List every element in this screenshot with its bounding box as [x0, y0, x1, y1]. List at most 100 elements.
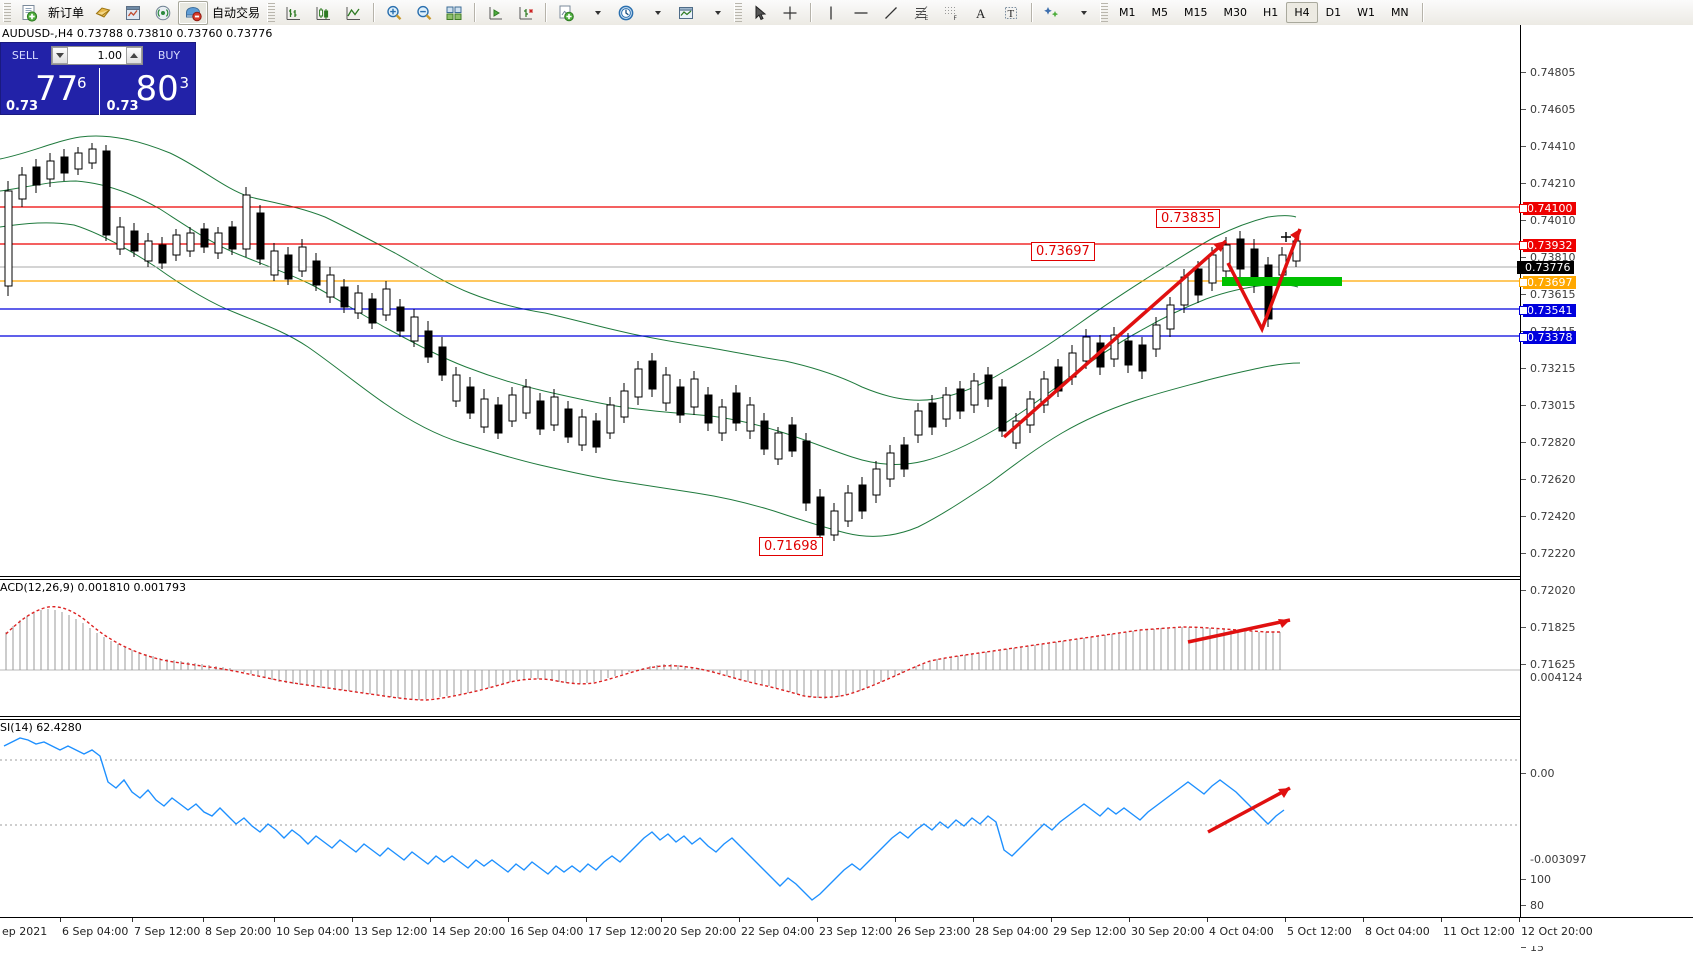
- timeframe-h4[interactable]: H4: [1286, 2, 1318, 23]
- price-tag-handle: [1519, 241, 1528, 250]
- candlestick-chart-button[interactable]: [308, 1, 338, 25]
- pane-separator-macd[interactable]: [0, 576, 1520, 580]
- chart-tile-button[interactable]: [439, 1, 469, 25]
- buy-price-block[interactable]: 0.73 80 3: [98, 68, 198, 116]
- text-label-button[interactable]: T: [996, 1, 1026, 25]
- timeframe-m5[interactable]: M5: [1151, 6, 1169, 19]
- price-tag-handle: [1519, 278, 1528, 287]
- horizontal-line-button[interactable]: [846, 1, 876, 25]
- templates-button[interactable]: [671, 1, 701, 25]
- price-tick-label: 0.74410: [1530, 139, 1576, 153]
- macd-label: ACD(12,26,9) 0.001810 0.001793: [0, 581, 187, 594]
- price-scale[interactable]: 0.74805 0.74605 0.74410 0.74210 0.74010 …: [1517, 25, 1693, 954]
- price-tag-pivot-73697[interactable]: 0.73697: [1519, 276, 1576, 289]
- periods-icon: [618, 5, 634, 20]
- chart-window[interactable]: AUDUSD-,H4 0.73788 0.73810 0.73760 0.737…: [0, 25, 1693, 954]
- volume-increment-button[interactable]: [126, 47, 142, 64]
- toolbar-grip-3[interactable]: [734, 3, 743, 22]
- new-order-label[interactable]: 新订单: [48, 6, 85, 20]
- price-tag-support-73541[interactable]: 0.73541: [1519, 304, 1576, 317]
- green-resistance-zone[interactable]: [1222, 277, 1342, 286]
- toolbar-separator-3: [545, 3, 547, 22]
- crosshair-button[interactable]: [775, 1, 805, 25]
- time-tick-label: 6 Sep 04:00: [62, 925, 129, 938]
- periods-button[interactable]: [611, 1, 641, 25]
- expert-advisors-button[interactable]: [88, 1, 118, 25]
- time-tick-label: 8 Oct 04:00: [1365, 925, 1430, 938]
- red-up-trend-arrow[interactable]: [1002, 239, 1228, 439]
- objects-button[interactable]: [1037, 1, 1067, 25]
- chevron-up-icon: [130, 53, 138, 58]
- buy-price-big: 80: [135, 69, 179, 109]
- price-tag-resistance-73932[interactable]: 0.73932: [1519, 239, 1576, 252]
- data-window-button[interactable]: [118, 1, 148, 25]
- fibonacci-button[interactable]: E: [906, 1, 936, 25]
- signals-button[interactable]: [148, 1, 178, 25]
- indicators-button[interactable]: [551, 1, 581, 25]
- toolbar-separator-4: [810, 3, 812, 22]
- cursor-button[interactable]: [745, 1, 775, 25]
- chart-autoscroll-button[interactable]: [510, 1, 540, 25]
- macd-pane[interactable]: ACD(12,26,9) 0.001810 0.001793: [0, 580, 1520, 717]
- swing-high-label[interactable]: 0.73835: [1156, 209, 1220, 228]
- trendline-button[interactable]: [876, 1, 906, 25]
- timeframe-mn[interactable]: MN: [1390, 6, 1409, 19]
- zoom-in-button[interactable]: [379, 1, 409, 25]
- time-tick-label: 13 Sep 12:00: [354, 925, 428, 938]
- price-pane[interactable]: 0.73835 0.73697 0.71698: [0, 41, 1520, 566]
- rsi-red-up-arrow[interactable]: [1207, 786, 1291, 834]
- new-order-button[interactable]: [14, 1, 44, 25]
- volume-value[interactable]: 1.00: [97, 49, 123, 62]
- price-tag-resistance-74100[interactable]: 0.74100: [1519, 202, 1576, 215]
- channel-button[interactable]: F: [936, 1, 966, 25]
- macd-red-up-arrow[interactable]: [1187, 618, 1291, 644]
- vertical-line-button[interactable]: [816, 1, 846, 25]
- one-click-trading-panel[interactable]: SELL 1.00 BUY 0.73 77 6 0.73 80 3: [0, 42, 198, 116]
- indicators-dropdown[interactable]: [581, 1, 611, 25]
- sell-label[interactable]: SELL: [11, 49, 39, 62]
- autoscroll-icon: [519, 6, 534, 19]
- text-button[interactable]: A: [966, 1, 996, 25]
- volume-decrement-button[interactable]: [52, 47, 68, 64]
- timeframe-m30[interactable]: M30: [1223, 6, 1248, 19]
- swing-low-label[interactable]: 0.71698: [759, 537, 823, 556]
- toolbar-grip-2[interactable]: [267, 3, 276, 22]
- price-tag-last-73776[interactable]: 0.73776: [1517, 261, 1574, 274]
- buy-label[interactable]: BUY: [157, 49, 181, 62]
- macd-chart-svg: [0, 605, 1520, 701]
- timeframe-w1[interactable]: W1: [1357, 6, 1375, 19]
- pivot-label[interactable]: 0.73697: [1031, 242, 1095, 261]
- pane-separator-rsi[interactable]: [0, 716, 1520, 720]
- timeframe-m15[interactable]: M15: [1184, 6, 1208, 19]
- price-tick: 0.73215: [1521, 362, 1693, 375]
- price-tick: 0.74605: [1521, 103, 1693, 116]
- price-tick: 0.71825: [1521, 621, 1693, 634]
- zoom-out-button[interactable]: [409, 1, 439, 25]
- price-tick: 0.72420: [1521, 510, 1693, 523]
- autotrading-button[interactable]: [178, 0, 209, 25]
- price-tag-support-73378[interactable]: 0.73378: [1519, 331, 1576, 344]
- sell-price-block[interactable]: 0.73 77 6: [1, 68, 99, 116]
- bar-chart-icon: [286, 6, 301, 20]
- autotrading-label[interactable]: 自动交易: [212, 6, 261, 20]
- timeframe-m1[interactable]: M1: [1119, 6, 1136, 19]
- templates-icon: [679, 6, 694, 19]
- chevron-down-icon: [654, 10, 661, 15]
- chart-shift-button[interactable]: [480, 1, 510, 25]
- volume-stepper[interactable]: 1.00: [51, 46, 143, 65]
- toolbar-grip[interactable]: [3, 3, 11, 22]
- price-tick-label: 0.74805: [1530, 65, 1576, 79]
- timeframe-d1[interactable]: D1: [1325, 6, 1342, 19]
- macd-tick: 0.004124: [1521, 671, 1693, 684]
- chart-shift-icon: [489, 6, 503, 19]
- toolbar-grip-4[interactable]: [1100, 3, 1109, 22]
- bar-chart-button[interactable]: [278, 1, 308, 25]
- timeframe-h1[interactable]: H1: [1263, 6, 1279, 19]
- red-zigzag-forecast-arrow[interactable]: [1226, 228, 1302, 334]
- rsi-pane[interactable]: SI(14) 62.4280: [0, 720, 1520, 942]
- line-chart-button[interactable]: [338, 1, 368, 25]
- objects-dropdown[interactable]: [1067, 1, 1097, 25]
- time-scale[interactable]: ep 2021 6 Sep 04:00 7 Sep 12:00 8 Sep 20…: [0, 917, 1693, 946]
- templates-dropdown[interactable]: [701, 1, 731, 25]
- periods-dropdown[interactable]: [641, 1, 671, 25]
